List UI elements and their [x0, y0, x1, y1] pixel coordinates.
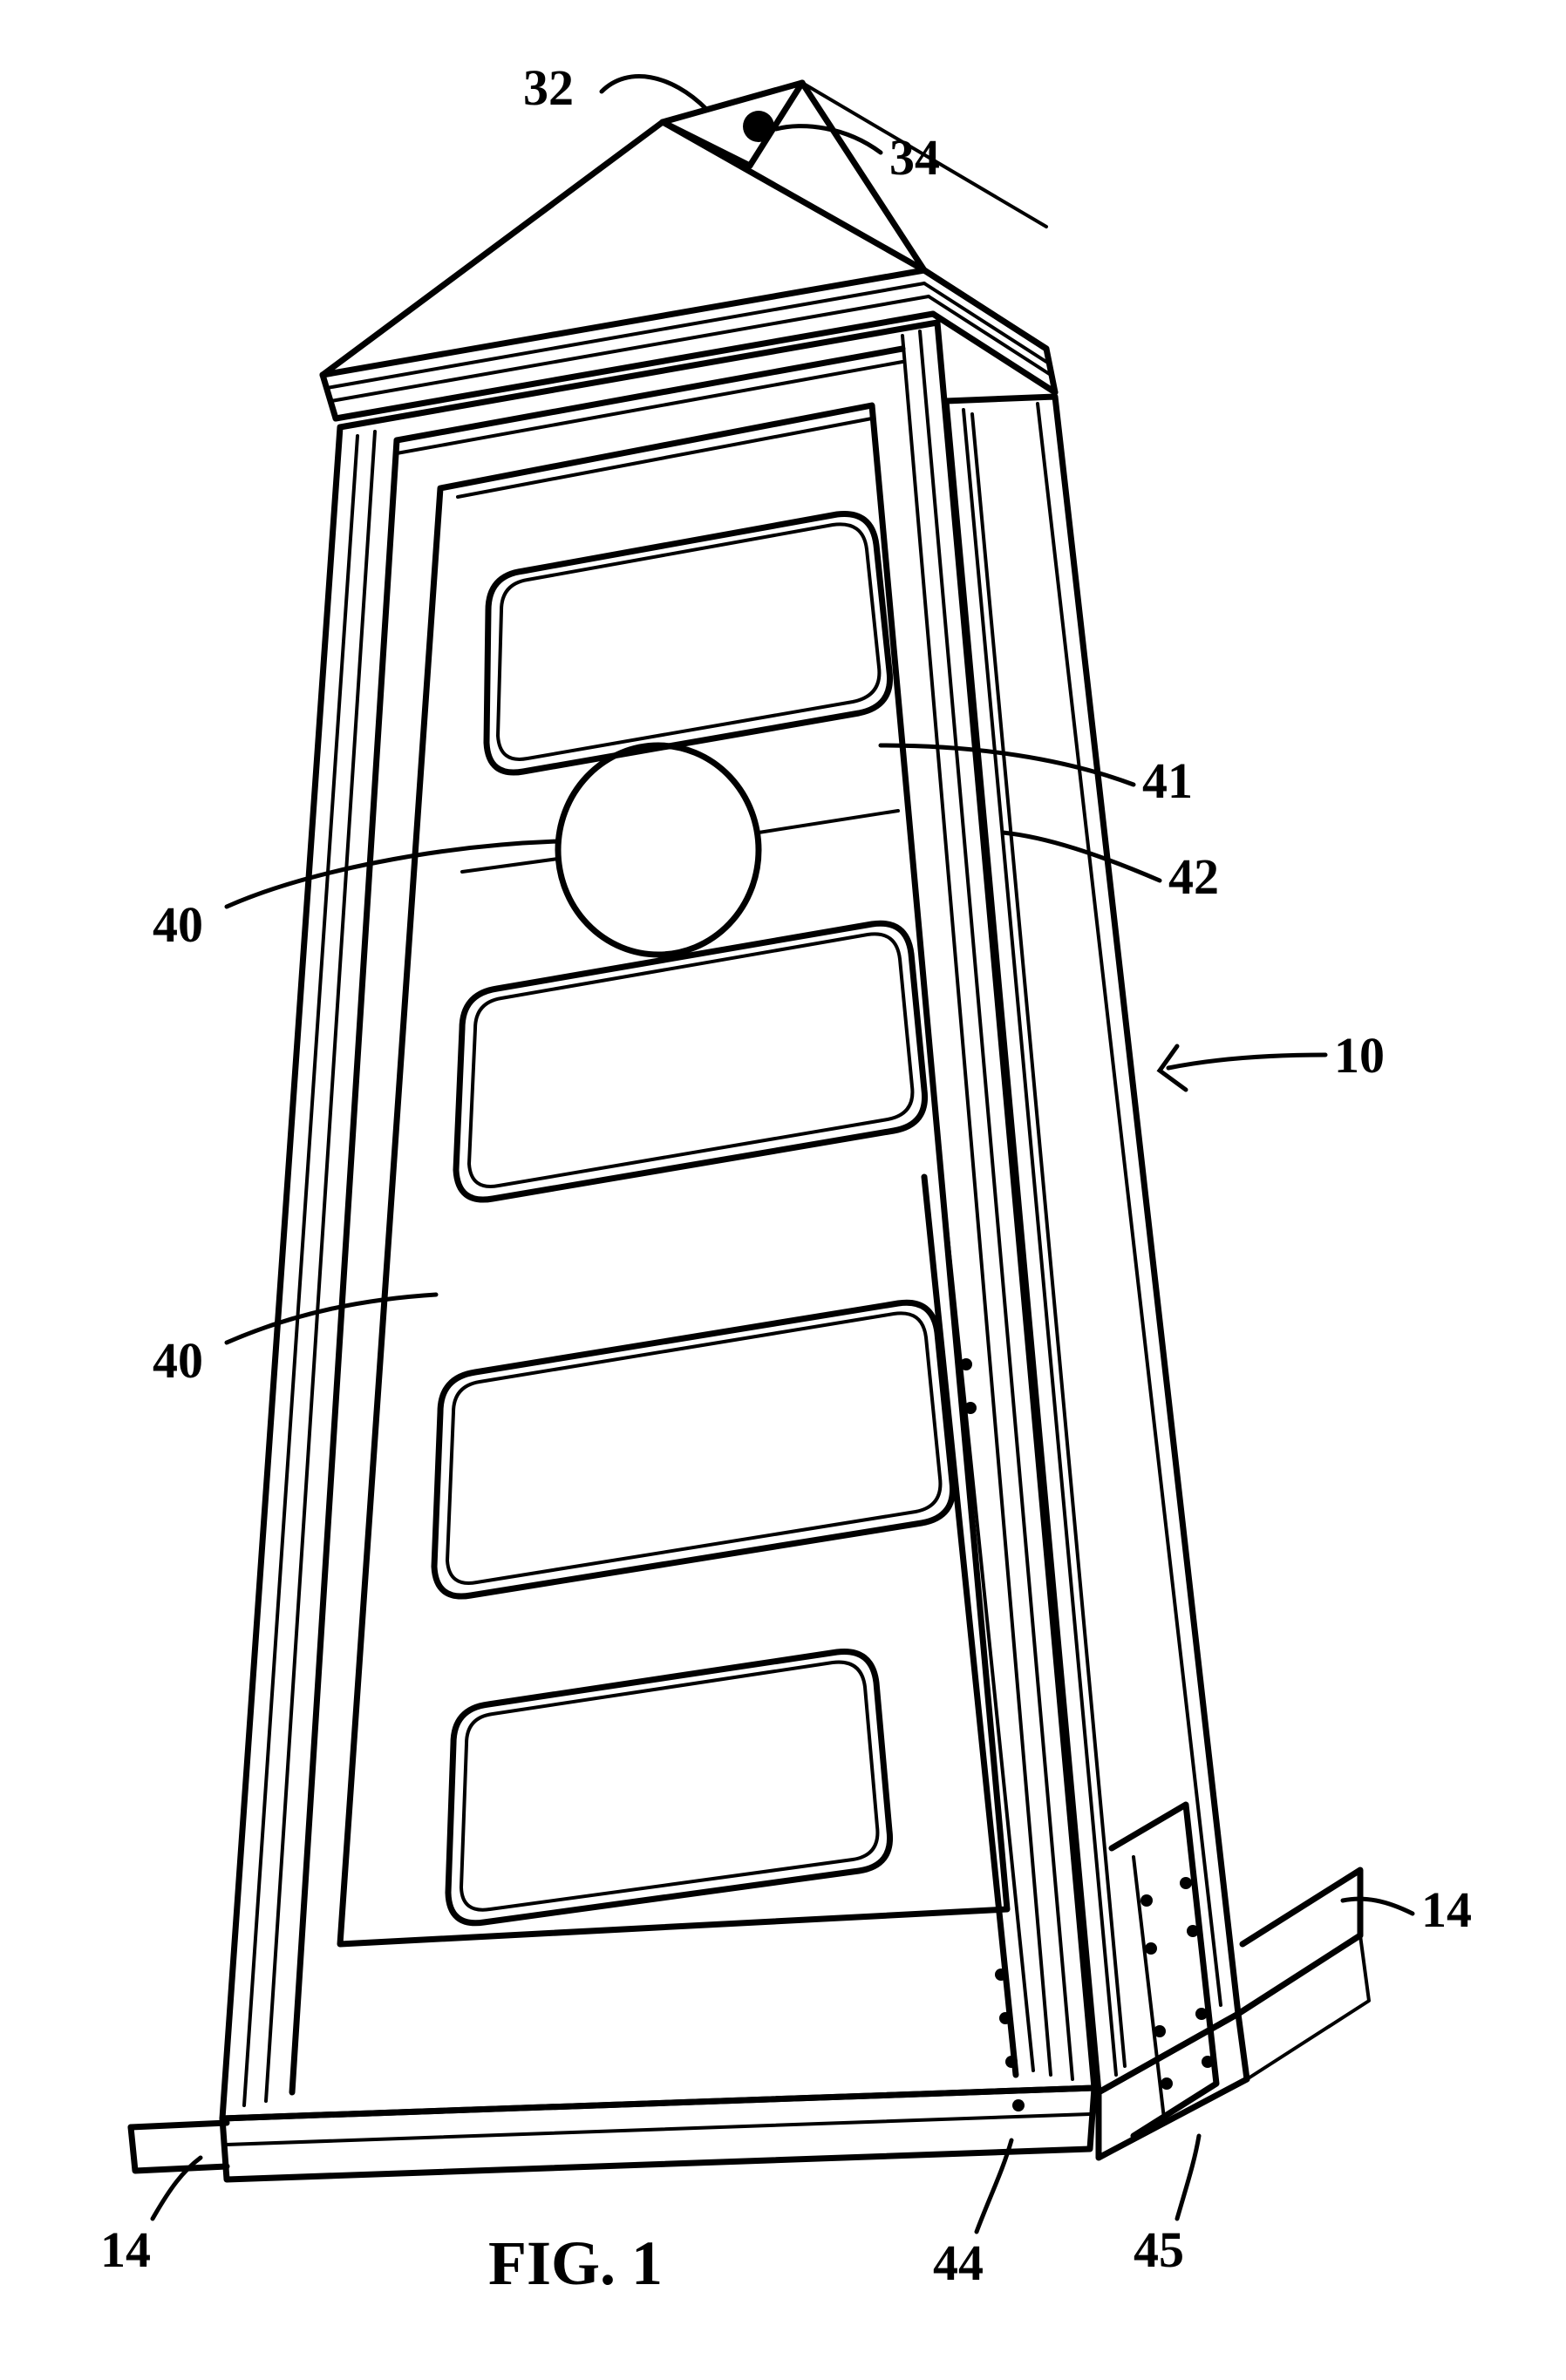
ref-34: 34	[889, 129, 940, 186]
ref-40-upper: 40	[153, 896, 203, 953]
door-cutouts	[434, 513, 953, 1922]
roof-hole	[743, 111, 774, 142]
ref-40-lower: 40	[153, 1332, 203, 1389]
rear-panel	[946, 397, 1369, 2158]
ref-41: 41	[1142, 752, 1193, 809]
ref-42: 42	[1168, 848, 1219, 905]
patent-figure: 32 34 41 42 10 40 40 14 14 44 45 FIG	[0, 0, 1566, 2380]
figure-caption: FIG. 1	[488, 2228, 663, 2298]
ref-44: 44	[933, 2234, 984, 2291]
ref-32: 32	[523, 59, 574, 116]
ref-10: 10	[1334, 1027, 1385, 1084]
ref-45: 45	[1134, 2221, 1184, 2278]
ref-14-left: 14	[100, 2221, 151, 2278]
ref-14-right: 14	[1421, 1881, 1472, 1938]
front-panel	[131, 323, 1094, 2179]
